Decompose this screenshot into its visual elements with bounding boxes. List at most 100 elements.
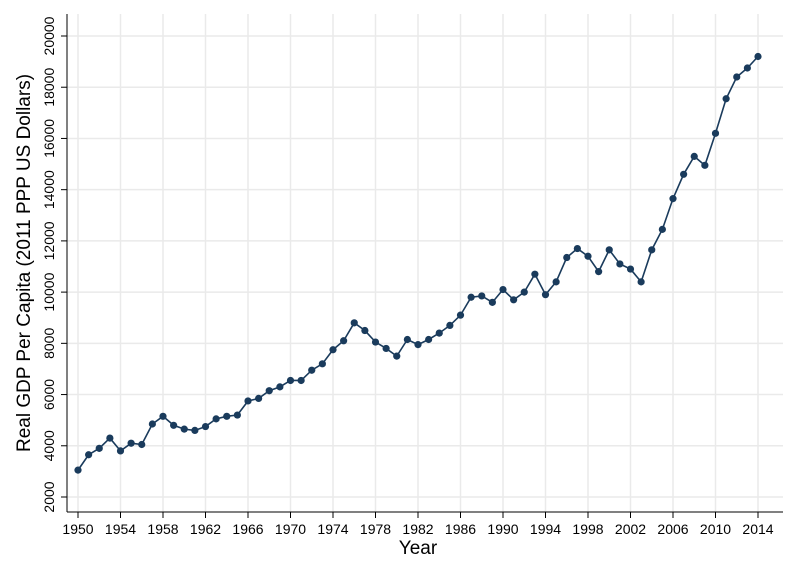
data-point <box>393 352 401 360</box>
data-point <box>626 265 635 273</box>
data-point <box>563 253 571 262</box>
x-tick-label: 1982 <box>402 521 433 537</box>
y-tick-label: 10000 <box>41 272 57 311</box>
y-tick-label: 4000 <box>41 430 57 461</box>
data-point <box>552 278 560 286</box>
y-tick-label: 2000 <box>41 481 57 512</box>
data-point <box>340 337 348 345</box>
y-tick-label: 6000 <box>41 379 57 410</box>
data-point <box>435 329 443 337</box>
y-tick-label: 12000 <box>41 221 57 260</box>
data-point <box>255 394 263 402</box>
data-point <box>382 344 390 353</box>
x-ticks: 1950 1954 1958 1962 1966 1970 1974 1978 1982 1986… <box>62 512 774 537</box>
data-point <box>191 426 199 435</box>
data-point <box>85 451 93 459</box>
data-point <box>584 252 592 260</box>
data-point <box>711 129 720 137</box>
data-point <box>297 376 305 385</box>
data-point <box>648 246 656 254</box>
data-point <box>743 64 751 72</box>
data-point <box>488 298 496 306</box>
data-point <box>371 338 380 346</box>
y-tick-label: 20000 <box>41 16 57 55</box>
data-point <box>233 411 241 419</box>
x-axis-title: Year <box>399 538 438 559</box>
data-point <box>658 225 666 233</box>
data-point <box>212 415 220 423</box>
data-point <box>159 412 167 420</box>
data-point <box>308 366 316 374</box>
data-point <box>201 422 210 431</box>
y-ticks: 2000 4000 6000 8000 10000 12000 14000 16000 1800… <box>41 16 67 513</box>
y-axis-title: Real GDP Per Capita (2011 PPP US Dollars… <box>14 74 35 452</box>
data-point <box>138 440 146 449</box>
x-tick-label: 1978 <box>360 521 391 537</box>
data-point <box>361 326 369 335</box>
data-point <box>531 270 539 278</box>
data-point <box>701 161 709 169</box>
data-point <box>722 95 730 103</box>
data-point <box>573 244 581 253</box>
axes <box>66 14 783 513</box>
data-point <box>244 397 252 405</box>
data-point <box>127 439 135 447</box>
data-point <box>276 383 284 391</box>
x-tick-label: 1998 <box>572 521 603 537</box>
data-point <box>414 341 422 349</box>
data-point <box>106 434 114 442</box>
x-tick-label: 1966 <box>232 521 263 537</box>
x-tick-label: 1990 <box>487 521 518 537</box>
x-tick-label: 1958 <box>147 521 178 537</box>
data-point <box>286 376 295 385</box>
data-point <box>350 319 358 327</box>
x-tick-label: 1962 <box>190 521 221 537</box>
y-tick-label: 14000 <box>41 170 57 209</box>
gridlines <box>67 14 783 512</box>
x-tick-label: 1986 <box>445 521 476 537</box>
data-point <box>425 335 433 344</box>
data-point <box>510 296 518 304</box>
data-point <box>148 420 156 428</box>
data-point <box>318 360 326 368</box>
data-point <box>605 246 613 254</box>
data-point <box>680 170 688 178</box>
data-point <box>541 291 550 299</box>
data-point <box>456 311 465 319</box>
y-tick-label: 18000 <box>41 68 57 107</box>
data-point <box>733 73 741 81</box>
data-point <box>116 447 125 455</box>
data-point <box>595 268 603 276</box>
data-point <box>265 387 273 395</box>
y-tick-label: 16000 <box>41 119 57 158</box>
data-point <box>478 292 486 300</box>
gdp-series-points <box>74 52 762 474</box>
data-point <box>403 335 411 344</box>
data-point <box>690 152 698 160</box>
data-point <box>520 288 528 296</box>
x-tick-label: 2002 <box>615 521 646 537</box>
y-tick-label: 8000 <box>41 328 57 359</box>
data-point <box>95 444 103 452</box>
x-tick-label: 1970 <box>275 521 306 537</box>
data-point <box>74 466 82 474</box>
x-tick-label: 2014 <box>742 521 773 537</box>
data-point <box>616 260 624 268</box>
data-point <box>754 52 762 61</box>
x-tick-label: 2006 <box>657 521 688 537</box>
data-point <box>637 278 645 286</box>
data-point <box>446 321 454 330</box>
data-point <box>180 425 188 433</box>
x-tick-label: 1954 <box>105 521 136 537</box>
x-tick-label: 1974 <box>317 521 348 537</box>
data-point <box>499 285 507 294</box>
x-tick-label: 1950 <box>62 521 93 537</box>
x-tick-label: 1994 <box>530 521 561 537</box>
x-tick-label: 2010 <box>700 521 731 537</box>
data-point <box>170 421 178 429</box>
data-point <box>669 195 677 203</box>
data-point <box>467 293 475 301</box>
data-point <box>223 412 231 420</box>
data-point <box>329 346 337 354</box>
